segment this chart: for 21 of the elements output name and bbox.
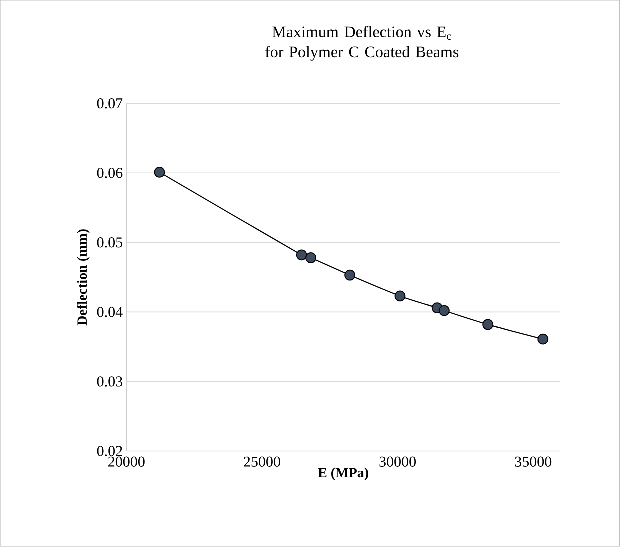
x-tick-label: 35000 [515, 456, 552, 468]
x-tick-label: 20000 [108, 456, 145, 468]
point [538, 334, 549, 345]
point [438, 305, 450, 316]
point [394, 290, 406, 302]
x-axis-title: E (MPa) [318, 468, 368, 481]
point [296, 250, 308, 261]
y-tick-label: 0.05 [97, 238, 123, 248]
y-tick-label: 0.03 [97, 376, 123, 387]
y-tick-label: 0.02 [97, 446, 122, 456]
x-tick-label: 25000 [244, 456, 280, 468]
y-tick-label: 0.06 [97, 168, 123, 178]
point [306, 252, 316, 264]
point [482, 319, 494, 330]
x-tick-label: 30000 [380, 456, 416, 468]
point [154, 167, 166, 178]
y-axis-title: Deflection (mm) [77, 230, 90, 326]
y-tick-label: 0.04 [97, 307, 123, 318]
y-tick-label: 0.07 [97, 98, 123, 109]
chart-title: Maximum Deflection vs E$_{c}$ for Polymer C Coated Beams [266, 26, 459, 61]
point [344, 270, 356, 281]
